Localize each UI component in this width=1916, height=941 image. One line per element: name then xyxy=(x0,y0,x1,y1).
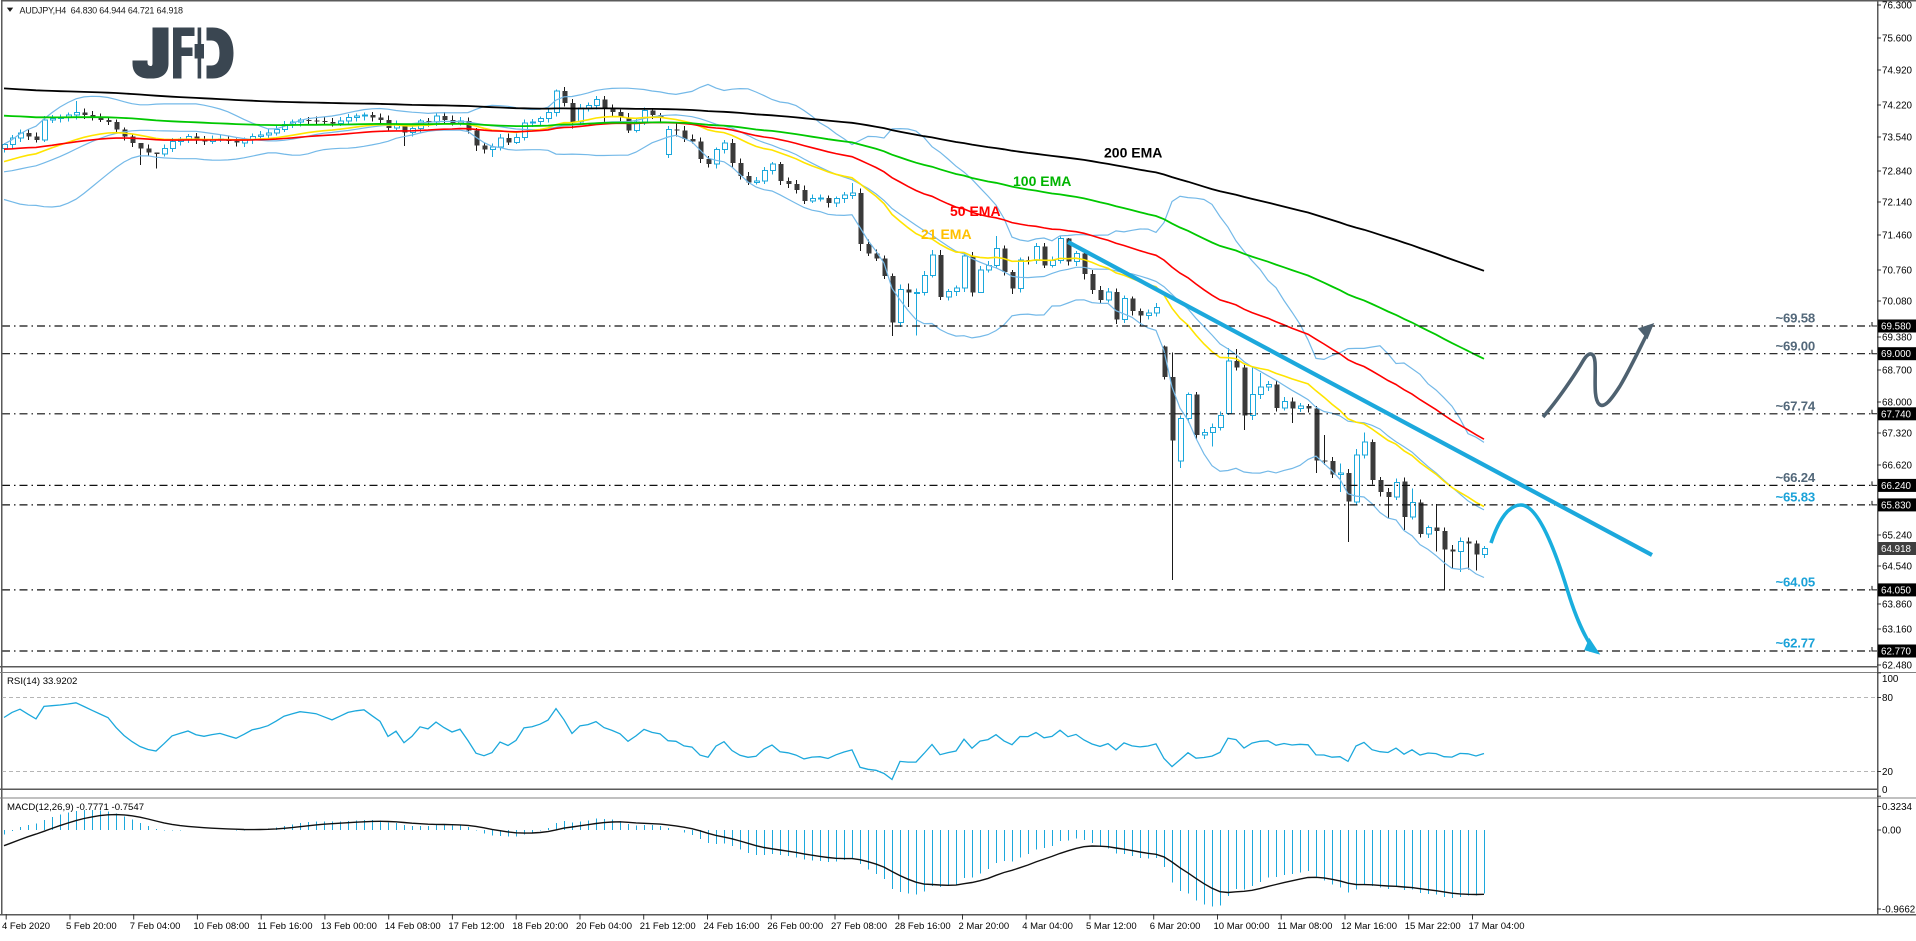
svg-text:71.460: 71.460 xyxy=(1882,231,1913,242)
svg-text:0: 0 xyxy=(1882,785,1888,796)
svg-text:64.540: 64.540 xyxy=(1882,562,1913,573)
svg-text:-0.9662: -0.9662 xyxy=(1882,905,1915,916)
svg-text:12 Mar 16:00: 12 Mar 16:00 xyxy=(1341,921,1397,932)
svg-text:24 Feb 16:00: 24 Feb 16:00 xyxy=(704,921,760,932)
svg-text:64.918: 64.918 xyxy=(1881,544,1912,555)
svg-text:10 Mar 00:00: 10 Mar 00:00 xyxy=(1214,921,1270,932)
svg-text:0.3234: 0.3234 xyxy=(1882,802,1913,813)
svg-text:100: 100 xyxy=(1882,674,1899,685)
svg-text:27 Feb 08:00: 27 Feb 08:00 xyxy=(831,921,887,932)
svg-text:21 EMA: 21 EMA xyxy=(921,226,972,242)
svg-text:73.540: 73.540 xyxy=(1882,133,1913,144)
svg-text:5 Mar 12:00: 5 Mar 12:00 xyxy=(1086,921,1137,932)
svg-text:20: 20 xyxy=(1882,767,1893,778)
svg-text:~65.83: ~65.83 xyxy=(1775,490,1815,505)
svg-text:76.300: 76.300 xyxy=(1882,1,1913,12)
svg-text:7 Feb 04:00: 7 Feb 04:00 xyxy=(130,921,181,932)
svg-text:21 Feb 12:00: 21 Feb 12:00 xyxy=(640,921,696,932)
svg-text:67.320: 67.320 xyxy=(1882,429,1913,440)
svg-text:28 Feb 16:00: 28 Feb 16:00 xyxy=(895,921,951,932)
svg-text:2 Mar 20:00: 2 Mar 20:00 xyxy=(959,921,1010,932)
svg-text:~64.05: ~64.05 xyxy=(1775,575,1815,590)
svg-text:62.770: 62.770 xyxy=(1881,647,1912,658)
svg-text:62.480: 62.480 xyxy=(1882,661,1913,672)
svg-text:20 Feb 04:00: 20 Feb 04:00 xyxy=(576,921,632,932)
svg-text:0.00: 0.00 xyxy=(1882,826,1902,837)
svg-text:26 Feb 00:00: 26 Feb 00:00 xyxy=(767,921,823,932)
svg-text:66.620: 66.620 xyxy=(1882,461,1913,472)
svg-text:~66.24: ~66.24 xyxy=(1775,470,1815,485)
svg-text:68.000: 68.000 xyxy=(1882,398,1913,409)
svg-text:15 Mar 22:00: 15 Mar 22:00 xyxy=(1405,921,1461,932)
svg-text:64.050: 64.050 xyxy=(1881,585,1912,596)
svg-text:~62.77: ~62.77 xyxy=(1775,636,1815,651)
svg-text:10 Feb 08:00: 10 Feb 08:00 xyxy=(193,921,249,932)
svg-text:70.080: 70.080 xyxy=(1882,297,1913,308)
svg-text:~69.00: ~69.00 xyxy=(1775,338,1815,353)
svg-text:80: 80 xyxy=(1882,693,1893,704)
svg-text:74.920: 74.920 xyxy=(1882,66,1913,77)
svg-text:70.760: 70.760 xyxy=(1882,266,1913,277)
svg-text:63.160: 63.160 xyxy=(1882,625,1913,636)
svg-text:4 Mar 04:00: 4 Mar 04:00 xyxy=(1022,921,1073,932)
svg-text:67.740: 67.740 xyxy=(1881,409,1912,420)
svg-text:14 Feb 08:00: 14 Feb 08:00 xyxy=(385,921,441,932)
svg-text:MACD(12,26,9) -0.7771 -0.7547: MACD(12,26,9) -0.7771 -0.7547 xyxy=(7,802,144,813)
svg-text:50 EMA: 50 EMA xyxy=(950,203,1001,219)
svg-text:75.600: 75.600 xyxy=(1882,34,1913,45)
svg-text:63.860: 63.860 xyxy=(1882,600,1913,611)
svg-text:68.700: 68.700 xyxy=(1882,366,1913,377)
svg-text:69.380: 69.380 xyxy=(1882,333,1913,344)
svg-text:17 Mar 04:00: 17 Mar 04:00 xyxy=(1469,921,1525,932)
svg-text:69.000: 69.000 xyxy=(1881,349,1912,360)
svg-text:66.240: 66.240 xyxy=(1881,481,1912,492)
svg-text:65.830: 65.830 xyxy=(1881,500,1912,511)
svg-text:69.580: 69.580 xyxy=(1881,322,1912,333)
svg-text:AUDJPY,H4 64.830 64.944 64.72: AUDJPY,H4 64.830 64.944 64.721 64.918 xyxy=(20,6,184,16)
svg-text:RSI(14) 33.9202: RSI(14) 33.9202 xyxy=(7,676,77,687)
svg-text:200 EMA: 200 EMA xyxy=(1104,145,1162,161)
svg-text:72.840: 72.840 xyxy=(1882,167,1913,178)
svg-text:6 Mar 20:00: 6 Mar 20:00 xyxy=(1150,921,1201,932)
svg-text:100 EMA: 100 EMA xyxy=(1013,173,1071,189)
svg-text:11 Mar 08:00: 11 Mar 08:00 xyxy=(1277,921,1332,932)
svg-text:74.220: 74.220 xyxy=(1882,101,1913,112)
svg-text:5 Feb 20:00: 5 Feb 20:00 xyxy=(66,921,117,932)
svg-text:18 Feb 20:00: 18 Feb 20:00 xyxy=(512,921,568,932)
svg-text:~69.58: ~69.58 xyxy=(1775,311,1815,326)
svg-text:72.140: 72.140 xyxy=(1882,198,1913,209)
svg-text:11 Feb 16:00: 11 Feb 16:00 xyxy=(257,921,312,932)
svg-text:65.240: 65.240 xyxy=(1882,531,1913,542)
svg-text:13 Feb 00:00: 13 Feb 00:00 xyxy=(321,921,377,932)
svg-text:~67.74: ~67.74 xyxy=(1775,399,1815,414)
svg-text:4 Feb 2020: 4 Feb 2020 xyxy=(2,921,50,932)
svg-text:17 Feb 12:00: 17 Feb 12:00 xyxy=(448,921,504,932)
